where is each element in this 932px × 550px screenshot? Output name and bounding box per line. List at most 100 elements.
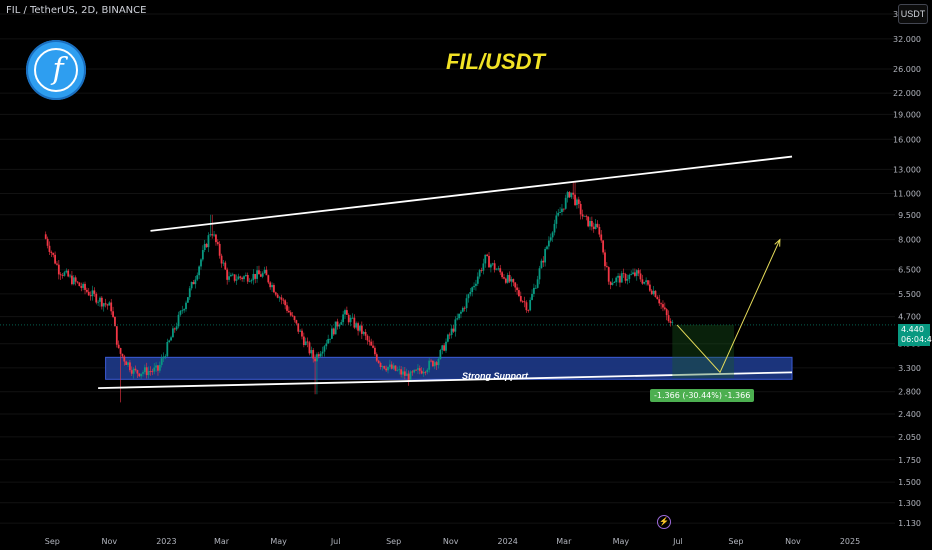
candle-body [648,284,651,291]
candle-body [84,283,86,290]
candle-body [499,268,502,273]
x-tick-label: Mar [214,537,230,546]
candle-body [551,232,554,238]
candle-body [484,254,487,264]
candle-body [482,263,485,271]
candle-body [615,277,618,282]
candle-body [476,276,479,284]
candle-body [424,371,427,373]
currency-button[interactable]: USDT [898,4,928,24]
candle-body [265,269,268,276]
candle-body [628,274,631,280]
candle-body [620,273,623,283]
candle-body [175,326,178,330]
candle-body [561,208,563,213]
logo-glyph: f [52,52,64,87]
candle-body [604,252,606,267]
candle-body [196,275,199,280]
candle-body [301,330,303,337]
candle-body [671,322,674,324]
candle-body [181,310,184,312]
candle-body [325,343,328,347]
candle-body [387,366,389,371]
candle-body [95,293,98,303]
candle-body [302,336,305,346]
candle-body [504,278,507,283]
candle-body [402,371,404,375]
candle-body [497,268,500,270]
chart-headline: FIL/USDT [446,49,545,74]
candle-body [480,270,483,271]
candle-body [463,307,466,309]
candle-body [566,192,569,198]
candle-body [289,312,292,316]
candle-body [52,252,55,255]
candle-body [398,369,401,371]
candle-body [134,368,137,371]
time-axis: Sep Nov 2023 Mar May Jul Sep Nov 2024 Mar May Jul Se… [45,537,860,546]
candle-body [306,341,309,343]
candle-body [85,289,88,292]
candle-body [579,203,582,215]
bar-countdown: 06:04:43 [901,335,932,344]
candle-body [360,325,363,334]
candle-body [186,297,189,303]
upper-trendline [150,155,793,232]
candle-body [63,272,66,276]
candle-body [317,354,320,357]
candle-body [540,260,543,269]
symbol-title[interactable]: FIL / TetherUS, 2D, BINANCE [6,5,147,16]
candle-body [400,369,403,375]
candle-body [166,342,169,357]
candle-body [585,215,588,217]
y-tick-label: 32.000 [893,35,921,44]
candle-body [218,243,221,256]
candle-body [231,274,234,276]
candle-body [443,345,446,351]
candle-body [203,243,206,251]
candle-body [445,341,447,351]
candle-body [637,270,640,274]
candle-body [297,323,300,332]
price-axis-bg [895,0,932,550]
candle-body [635,270,638,276]
candle-body [215,234,217,243]
y-tick-label: 19.000 [893,110,921,119]
candle-body [658,299,661,304]
candle-body [557,212,560,216]
y-tick-label: 2.050 [898,433,921,442]
candle-body [590,220,593,227]
candle-body [531,293,533,300]
candle-body [611,282,614,285]
candle-body [432,360,434,367]
candle-body [349,317,352,323]
candle-body [250,280,253,282]
y-tick-label: 3.300 [898,364,921,373]
candle-body [97,301,100,303]
candle-body [276,294,279,298]
measure-label: -1.366 (-30.44%) -1.366 [650,389,755,402]
candle-body [127,362,129,365]
candle-body [76,281,79,283]
candle-body [80,286,83,288]
candle-body [46,238,49,246]
candle-body [572,192,575,195]
candle-body [293,316,296,321]
candle-body [624,273,627,281]
candle-body [332,328,335,335]
candle-body [576,199,578,206]
candle-body [194,279,197,285]
candle-body [59,274,62,276]
candle-body [149,371,152,372]
candle-body [577,199,580,204]
candle-body [450,328,453,335]
lightning-icon[interactable]: ⚡ [657,515,671,529]
candle-body [112,311,114,318]
candle-body [600,234,603,241]
candle-body [115,326,118,345]
candle-body [110,302,113,312]
candle-body [417,368,419,370]
candle-body [273,285,275,293]
candle-body [656,297,659,300]
